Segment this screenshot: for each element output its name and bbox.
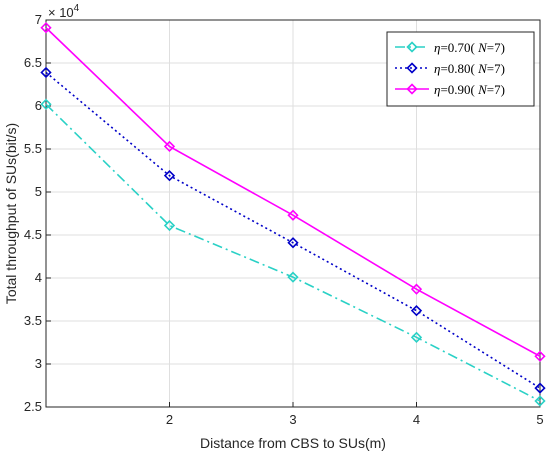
x-tick-label: 3 [289, 412, 296, 427]
legend-eta-value: =0.70( [440, 40, 474, 55]
data-point [163, 170, 176, 182]
x-axis-label: Distance from CBS to SUs(m) [200, 435, 386, 451]
data-point [40, 98, 52, 110]
y-axis-multiplier: × 104 [48, 3, 80, 20]
legend-marker [406, 41, 418, 53]
legend-label: η=0.90( N=7) [434, 82, 505, 97]
x-tick-label: 5 [536, 412, 543, 427]
series-2 [40, 66, 546, 394]
y-tick-label: 5 [35, 184, 42, 199]
legend-n-value: =7) [487, 61, 505, 76]
data-point [410, 283, 423, 295]
series-line [45, 27, 541, 357]
legend-eta-value: =0.90( [440, 82, 474, 97]
series-line [45, 71, 541, 389]
legend-marker [406, 83, 418, 95]
y-axis-multiplier-exponent: 4 [74, 3, 80, 14]
data-point [534, 350, 546, 362]
legend-entry-2: η=0.80( N=7) [395, 61, 505, 76]
series-1 [40, 98, 546, 407]
data-point [287, 209, 299, 221]
data-point [287, 237, 299, 249]
y-tick-label: 7 [35, 12, 42, 27]
legend-n-symbol: N [475, 61, 488, 76]
data-point [410, 305, 423, 317]
axis-ticks: 2 3 4 5 2.5 3 3.5 4 4.5 5 5.5 6 6.5 7 [24, 12, 544, 427]
legend-eta-symbol: η [434, 82, 440, 97]
legend-n-symbol: N [475, 82, 488, 97]
legend-n-value: =7) [487, 40, 505, 55]
legend-marker [406, 62, 418, 74]
x-tick-label: 2 [166, 412, 173, 427]
legend-n-value: =7) [487, 82, 505, 97]
y-tick-label: 4.5 [24, 227, 42, 242]
legend-eta-symbol: η [434, 40, 440, 55]
data-point [163, 140, 176, 153]
y-tick-label: 4 [35, 270, 42, 285]
data-point [534, 395, 546, 407]
y-axis-multiplier-base: × 10 [48, 5, 74, 20]
data-point [40, 22, 52, 34]
y-axis-label: Total throughput of SUs(bit/s) [3, 123, 19, 304]
data-point [410, 331, 423, 343]
legend-entries: η=0.70( N=7)η=0.80( N=7)η=0.90( N=7) [395, 40, 505, 97]
data-point [534, 382, 546, 394]
data-point [163, 219, 176, 232]
data-point [40, 66, 52, 79]
series-3 [40, 22, 546, 362]
y-tick-label: 3.5 [24, 313, 42, 328]
legend-eta-symbol: η [434, 61, 440, 76]
x-tick-label: 4 [413, 412, 420, 427]
y-tick-label: 2.5 [24, 399, 42, 414]
series-lines [40, 22, 546, 407]
y-tick-label: 6.5 [24, 55, 42, 70]
legend-label: η=0.80( N=7) [434, 61, 505, 76]
legend-entry-1: η=0.70( N=7) [395, 40, 505, 55]
legend-entry-3: η=0.90( N=7) [395, 82, 505, 97]
y-tick-label: 6 [35, 98, 42, 113]
y-tick-label: 5.5 [24, 141, 42, 156]
legend-n-symbol: N [475, 40, 488, 55]
series-line [45, 103, 541, 402]
legend: η=0.70( N=7)η=0.80( N=7)η=0.90( N=7) [386, 31, 535, 107]
y-tick-label: 3 [35, 356, 42, 371]
legend-label: η=0.70( N=7) [434, 40, 505, 55]
data-point [287, 271, 299, 283]
legend-eta-value: =0.80( [440, 61, 474, 76]
